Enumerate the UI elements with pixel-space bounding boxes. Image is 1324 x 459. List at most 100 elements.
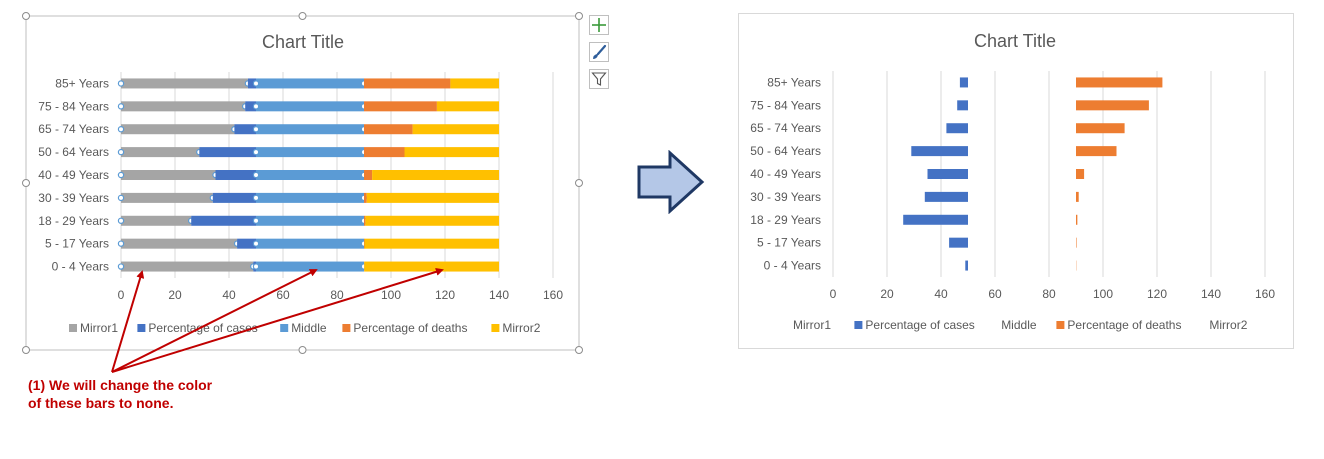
- legend-label: Mirror1: [793, 318, 831, 332]
- x-tick-label: 40: [222, 288, 236, 302]
- legend-label: Percentage of cases: [148, 321, 257, 335]
- legend-swatch: [491, 324, 500, 332]
- bar-mirror2: [412, 124, 499, 135]
- bar-percentage-of-deaths: [1076, 77, 1163, 88]
- legend-swatch: [854, 321, 863, 329]
- category-label: 5 - 17 Years: [757, 236, 821, 250]
- category-label: 0 - 4 Years: [52, 260, 109, 274]
- legend-item: Middle: [1001, 318, 1037, 332]
- bar-percentage-of-cases: [959, 77, 968, 88]
- frame-handle: [298, 12, 307, 20]
- frame-handle: [22, 179, 30, 187]
- x-tick-label: 40: [934, 287, 948, 301]
- annotation-arrow-middle: [111, 269, 318, 373]
- bar-percentage-of-deaths: [1076, 237, 1077, 248]
- x-tick-label: 20: [168, 288, 182, 302]
- x-tick-label: 120: [435, 288, 455, 302]
- x-tick-label: 60: [988, 287, 1002, 301]
- bar-percentage-of-cases: [924, 191, 968, 202]
- left-chart[interactable]: Chart Title 0 20 40 60 80 100 120 140 160 85+ Year…: [0, 0, 600, 360]
- bar-mirror2: [436, 101, 499, 112]
- bar-percentage-of-deaths: [1076, 191, 1079, 202]
- selection-handle: [252, 240, 260, 247]
- chart-tools: [589, 15, 611, 96]
- bar-mirror1: [121, 238, 238, 249]
- legend-label: Mirror2: [1209, 318, 1247, 332]
- legend-item: Middle: [280, 321, 327, 335]
- bar-middle: [256, 147, 364, 158]
- legend-label: Mirror2: [502, 321, 540, 335]
- x-tick-label: 160: [543, 288, 563, 302]
- category-label: 50 - 64 Years: [38, 145, 109, 159]
- bar-percentage-of-cases: [215, 170, 256, 180]
- chart-elements-button[interactable]: [589, 15, 609, 35]
- x-tick-label: 100: [1093, 287, 1113, 301]
- chart-filters-button[interactable]: [589, 69, 609, 89]
- x-tick-label: 140: [1201, 287, 1221, 301]
- selection-handle: [117, 80, 125, 87]
- x-tick-label: 80: [330, 288, 344, 302]
- legend-item: Mirror2: [1209, 318, 1247, 332]
- legend-item: Mirror1: [793, 318, 831, 332]
- chart-styles-button[interactable]: [589, 42, 609, 62]
- bar-percentage-of-deaths: [364, 215, 366, 226]
- category-label: 40 - 49 Years: [750, 167, 821, 181]
- category-label: 75 - 84 Years: [38, 99, 109, 113]
- bar-percentage-of-deaths: [1076, 123, 1125, 134]
- x-tick-label: 60: [276, 288, 290, 302]
- x-tick-label: 20: [880, 287, 894, 301]
- legend-label: Percentage of cases: [865, 318, 974, 332]
- bar-mirror1: [121, 124, 235, 135]
- filter-icon: [591, 72, 607, 86]
- right-chart[interactable]: Chart Title 0 20 40 60 80 100 120 140 160 85+ Year…: [738, 13, 1294, 349]
- legend-label: Percentage of deaths: [1067, 318, 1181, 332]
- selection-handle: [117, 240, 125, 247]
- bar-mirror1: [121, 215, 192, 226]
- frame-handle: [22, 346, 30, 354]
- category-label: 85+ Years: [767, 75, 821, 89]
- right-chart-panel[interactable]: Chart Title 0 20 40 60 80 100 120 140 160 85+ Year…: [738, 13, 1294, 349]
- bar-percentage-of-deaths: [364, 170, 373, 180]
- selection-handle: [117, 103, 125, 110]
- right-arrow-icon: [637, 150, 705, 214]
- selection-handle: [252, 194, 260, 202]
- bar-percentage-of-cases: [911, 146, 968, 157]
- bar-percentage-of-cases: [237, 238, 256, 249]
- bar-mirror1: [121, 261, 254, 272]
- bar-percentage-of-cases: [191, 215, 256, 226]
- selection-handle: [252, 80, 260, 87]
- bar-middle: [256, 101, 364, 112]
- x-tick-label: 120: [1147, 287, 1167, 301]
- frame-handle: [575, 179, 583, 187]
- annotation-arrows: [111, 267, 444, 373]
- brush-icon: [593, 44, 607, 59]
- bar-percentage-of-cases: [927, 169, 968, 179]
- x-tick-label: 0: [830, 287, 837, 301]
- legend-item: Mirror1: [69, 321, 118, 335]
- chart-title: Chart Title: [974, 31, 1056, 51]
- annotation-note: (1) We will change the color of these ba…: [28, 377, 213, 411]
- bar-middle: [256, 78, 364, 89]
- selection-handle: [252, 263, 260, 270]
- legend-swatch: [1056, 321, 1065, 329]
- bar-percentage-of-cases: [957, 100, 968, 111]
- bar-mirror2: [364, 238, 499, 249]
- bar-percentage-of-cases: [903, 214, 968, 225]
- bar-middle: [256, 238, 364, 249]
- category-label: 75 - 84 Years: [750, 98, 821, 112]
- bar-mirror1: [121, 170, 216, 180]
- bar-percentage-of-cases: [946, 123, 968, 134]
- x-tick-label: 140: [489, 288, 509, 302]
- legend-swatch: [280, 324, 289, 332]
- selection-handle: [252, 103, 260, 110]
- x-tick-label: 100: [381, 288, 401, 302]
- selection-handle: [117, 148, 125, 156]
- selection-handle: [117, 171, 125, 179]
- legend-item: Percentage of deaths: [342, 321, 467, 335]
- legend-item: Percentage of cases: [854, 318, 975, 332]
- legend-item: Mirror2: [491, 321, 541, 335]
- bar-mirror1: [121, 147, 200, 158]
- selection-handle: [117, 263, 125, 270]
- selection-handle: [252, 171, 260, 179]
- left-chart-panel[interactable]: Chart Title 0 20 40 60 80 100 120 140 160 85+ Year…: [0, 0, 600, 360]
